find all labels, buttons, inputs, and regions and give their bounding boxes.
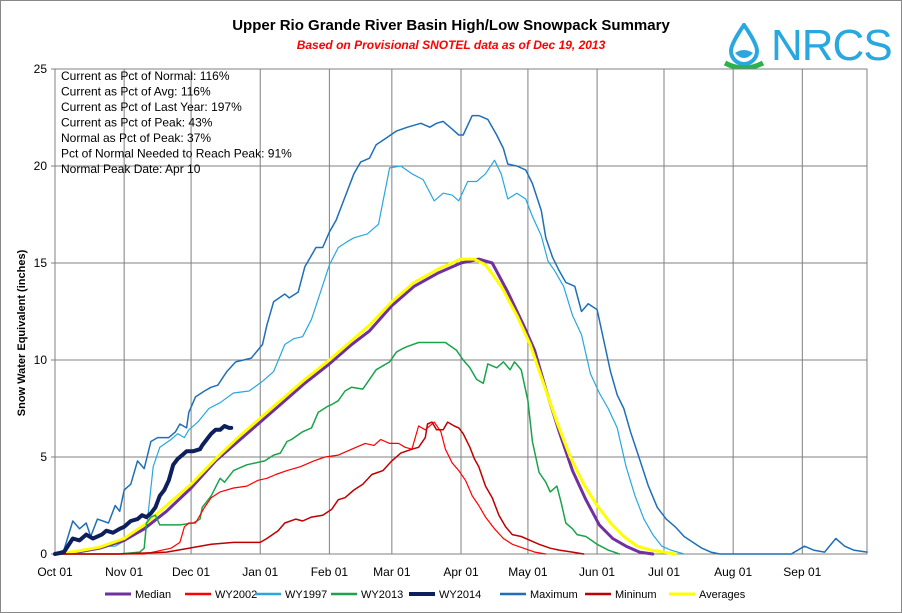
series-line-wy2002 — [54, 421, 547, 555]
legend-label: Maximum — [530, 589, 578, 601]
y-tick-label: 20 — [34, 159, 48, 173]
x-tick-label: Oct 01 — [37, 565, 73, 579]
legend-label: Mininum — [615, 589, 657, 601]
legend-label: WY2002 — [215, 589, 257, 601]
y-axis: 0 5 10 15 20 25 — [34, 62, 55, 561]
y-tick-label: 0 — [40, 547, 47, 561]
series-line-mininum — [54, 421, 585, 555]
y-tick-label: 10 — [34, 353, 48, 367]
y-tick-label: 25 — [34, 62, 48, 76]
legend-label: WY1997 — [285, 589, 327, 601]
series-line-wy2014 — [53, 424, 234, 556]
x-tick-label: Aug 01 — [714, 565, 752, 579]
y-tick-label: 5 — [40, 450, 47, 464]
x-tick-label: Sep 01 — [783, 565, 821, 579]
legend: Median WY2002 WY1997 WY2013 WY2014 Maximum Min… — [105, 589, 746, 601]
x-tick-label: Dec 01 — [172, 565, 210, 579]
x-tick-label: Nov 01 — [105, 565, 143, 579]
x-tick-label: Mar 01 — [373, 565, 411, 579]
legend-label: Averages — [699, 589, 746, 601]
stat-line: Pct of Normal Needed to Reach Peak: 91% — [61, 147, 292, 161]
stats-box: Current as Pct of Normal: 116% Current as… — [61, 69, 292, 176]
stat-line: Current as Pct of Avg: 116% — [61, 85, 211, 99]
series-line-wy2013 — [54, 341, 621, 555]
series-line-averages — [53, 257, 677, 556]
x-axis: Oct 01 Nov 01 Dec 01 Jan 01 Feb 01 Mar 01 Apr … — [37, 565, 821, 579]
x-tick-label: May 01 — [508, 565, 548, 579]
series-lines — [53, 114, 868, 556]
gridlines — [54, 68, 868, 555]
stat-line: Normal Peak Date: Apr 10 — [61, 162, 201, 176]
y-tick-label: 15 — [34, 256, 48, 270]
chart-subtitle: Based on Provisional SNOTEL data as of D… — [296, 38, 606, 52]
logo-line-2: Conservation Service — [772, 84, 868, 95]
stat-line: Current as Pct of Normal: 116% — [61, 69, 230, 83]
legend-label: WY2014 — [439, 589, 481, 601]
logo-name: NRCS — [771, 21, 893, 70]
plot-area — [54, 68, 868, 555]
series-line-maximum — [54, 114, 868, 555]
x-tick-label: Feb 01 — [311, 565, 349, 579]
series-line-median — [53, 257, 655, 556]
chart-title: Upper Rio Grande River Basin High/Low Sn… — [232, 17, 670, 34]
logo-line-1: Natural Resources — [772, 72, 855, 83]
stat-line: Normal as Pct of Peak: 37% — [61, 131, 211, 145]
series-line-wy1997 — [54, 159, 685, 555]
stat-line: Current as Pct of Peak: 43% — [61, 116, 213, 130]
x-tick-label: Apr 01 — [443, 565, 479, 579]
legend-label: WY2013 — [361, 589, 403, 601]
stat-line: Current as Pct of Last Year: 197% — [61, 100, 242, 114]
y-axis-label: Snow Water Equivalent (inches) — [16, 249, 28, 416]
x-tick-label: Jun 01 — [579, 565, 615, 579]
x-tick-label: Jan 01 — [242, 565, 278, 579]
legend-label: Median — [135, 589, 171, 601]
x-tick-label: Jul 01 — [648, 565, 680, 579]
water-drop-icon — [723, 23, 765, 69]
